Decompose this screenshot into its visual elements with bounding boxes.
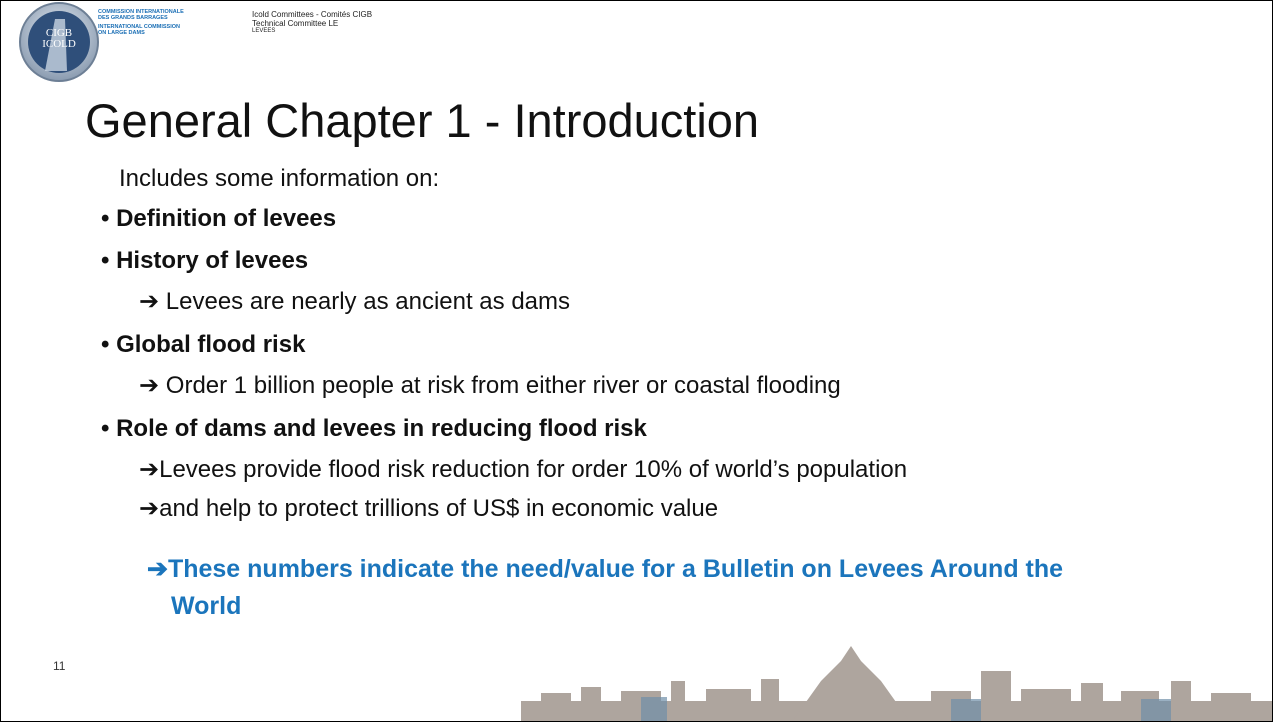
intro: Includes some information on: bbox=[119, 165, 439, 193]
bullet: • Global flood risk bbox=[101, 331, 305, 359]
committee-line: Icold Committees - Comités CIGB bbox=[252, 10, 372, 19]
org-line: DES GRANDS BARRAGES bbox=[98, 15, 184, 21]
slide: CIGB ICOLD COMMISSION INTERNATIONALEDES … bbox=[0, 0, 1273, 722]
skyline bbox=[521, 641, 1273, 722]
sub-bullet: ➔ Order 1 billion people at risk from ei… bbox=[139, 371, 841, 400]
committee-line: Technical Committee LE bbox=[252, 19, 372, 28]
sub-bullet: ➔and help to protect trillions of US$ in… bbox=[139, 494, 718, 523]
org-line: ON LARGE DAMS bbox=[98, 30, 184, 36]
committee-line: LEVEES bbox=[252, 28, 372, 35]
bullet: • History of levees bbox=[101, 247, 308, 275]
bullet: • Definition of levees bbox=[101, 205, 336, 233]
sub-bullet: ➔Levees provide flood risk reduction for… bbox=[139, 455, 907, 484]
logo-text: CIGB ICOLD bbox=[41, 28, 77, 50]
page-number: 11 bbox=[53, 659, 65, 673]
sub-bullet: ➔ Levees are nearly as ancient as dams bbox=[139, 287, 570, 316]
title: General Chapter 1 - Introduction bbox=[85, 93, 759, 148]
conclusion: ➔These numbers indicate the need/value f… bbox=[147, 551, 1071, 625]
bullet: • Role of dams and levees in reducing fl… bbox=[101, 415, 647, 443]
